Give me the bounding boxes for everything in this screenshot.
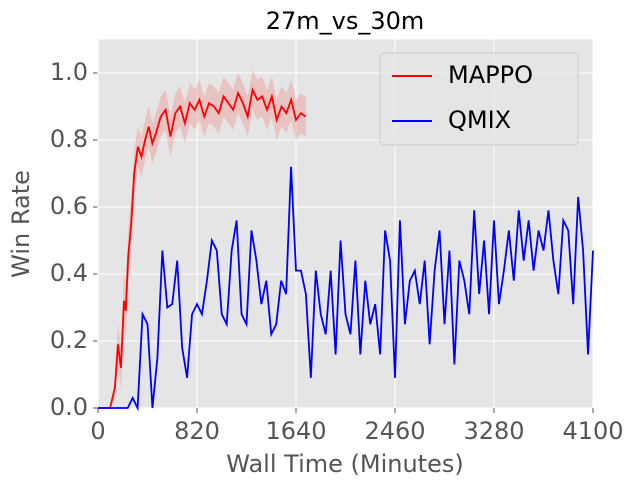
x-tick-label: 820 [174, 417, 220, 445]
x-axis-label: Wall Time (Minutes) [226, 450, 463, 478]
legend-label: MAPPO [448, 61, 533, 89]
error-band [98, 69, 306, 409]
y-axis-label: Win Rate [7, 170, 35, 278]
y-tick-label: 0.2 [50, 326, 88, 354]
y-tick-label: 0.6 [50, 192, 88, 220]
y-tick-label: 1.0 [50, 58, 88, 86]
y-tick-label: 0.0 [50, 393, 88, 421]
x-tick-label: 0 [90, 417, 105, 445]
series-line [98, 166, 594, 412]
y-tick-label: 0.8 [50, 125, 88, 153]
x-tick-label: 4100 [562, 417, 623, 445]
chart-title: 27m_vs_30m [266, 7, 425, 35]
x-tick-label: 1640 [265, 417, 326, 445]
legend-label: QMIX [448, 106, 511, 134]
y-tick-label: 0.4 [50, 259, 88, 287]
series-line [98, 86, 307, 409]
x-tick-label: 3280 [463, 417, 524, 445]
x-tick-label: 2460 [364, 417, 425, 445]
